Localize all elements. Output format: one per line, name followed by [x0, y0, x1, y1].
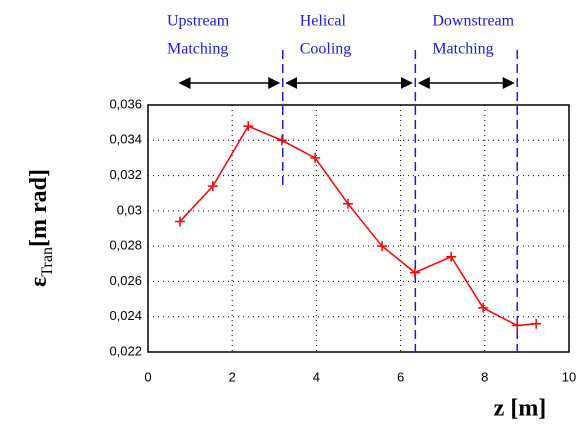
- x-tick-label: 2: [229, 369, 236, 384]
- x-tick-label: 10: [562, 369, 576, 384]
- data-line: [179, 125, 537, 327]
- y-tick-label: 0,026: [109, 273, 142, 288]
- y-tick-label: 0,032: [109, 167, 142, 182]
- data-point: [531, 318, 542, 329]
- data-point: [276, 135, 287, 146]
- y-label-subscript: Tran: [39, 247, 56, 277]
- data-point: [310, 152, 321, 163]
- section-label: Matching: [167, 41, 228, 58]
- data-point: [174, 216, 185, 227]
- x-axis-label: z [m]: [494, 396, 547, 422]
- data-point: [478, 302, 489, 313]
- section-label: Matching: [432, 41, 493, 58]
- section-label: Cooling: [300, 41, 352, 58]
- section-label: Helical: [300, 13, 347, 30]
- y-axis-label: εTran[m rad]: [26, 169, 56, 287]
- y-label-symbol: ε: [26, 277, 52, 287]
- data-point: [243, 121, 254, 132]
- data-point: [409, 267, 420, 278]
- section-label: Upstream: [167, 13, 230, 30]
- x-tick-label: 0: [144, 369, 151, 384]
- y-tick-label: 0,028: [109, 238, 142, 253]
- data-point: [377, 241, 388, 252]
- x-tick-label: 8: [481, 369, 488, 384]
- y-tick-label: 0,036: [109, 96, 142, 111]
- x-tick-label: 4: [313, 369, 320, 384]
- plot-frame: [147, 104, 570, 353]
- y-tick-label: 0,03: [117, 202, 142, 217]
- data-point: [207, 181, 218, 192]
- y-tick-label: 0,022: [109, 343, 142, 358]
- data-point: [512, 320, 523, 331]
- y-label-unit: [m rad]: [26, 169, 52, 247]
- data-point: [446, 251, 457, 262]
- y-tick-label: 0,024: [109, 308, 142, 323]
- data-point: [342, 198, 353, 209]
- x-tick-label: 6: [397, 369, 404, 384]
- y-tick-label: 0,034: [109, 132, 142, 147]
- section-label: Downstream: [432, 13, 514, 30]
